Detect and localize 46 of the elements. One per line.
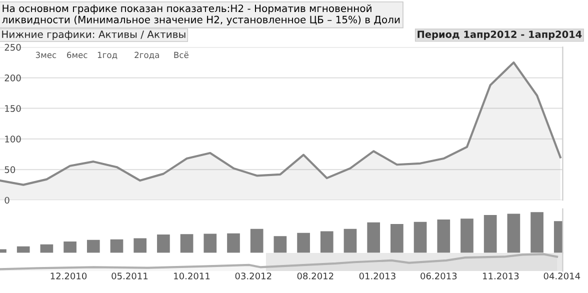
x-tick-label: 01.2013 bbox=[359, 272, 396, 280]
bar bbox=[204, 234, 217, 253]
x-tick-label: 12.2010 bbox=[50, 272, 87, 280]
chart-title: На основном графике показан показатель:H2 - Норматив мгновенной ликвидности (Минимальное значение Н2, установленное ЦБ – 15%) в Доли bbox=[2, 4, 400, 26]
bar bbox=[414, 222, 427, 253]
bar bbox=[110, 239, 124, 253]
y-tick-label: 50 bbox=[4, 166, 16, 174]
x-tick-label: 05.2011 bbox=[112, 272, 148, 280]
annotation: 1год bbox=[98, 52, 118, 60]
bar bbox=[134, 238, 147, 253]
y-tick-label: 200 bbox=[4, 74, 21, 82]
x-tick-label: 04.2014 bbox=[544, 272, 580, 280]
annotation: 2года bbox=[134, 52, 159, 60]
bar bbox=[64, 241, 76, 253]
x-tick-label: 08.2012 bbox=[297, 272, 334, 280]
bar bbox=[484, 215, 497, 253]
bar bbox=[227, 233, 240, 253]
y-tick-label: 0 bbox=[4, 196, 10, 204]
bar bbox=[157, 234, 170, 253]
annotation: Всё bbox=[174, 52, 188, 58]
bar bbox=[390, 224, 404, 253]
y-tick-label: 100 bbox=[5, 136, 21, 142]
text: Нижние графики: Активы / Активы bbox=[2, 30, 186, 40]
bar bbox=[530, 212, 544, 253]
bar bbox=[367, 222, 380, 253]
bar bbox=[507, 214, 520, 253]
bar bbox=[297, 232, 310, 253]
bar bbox=[250, 228, 264, 253]
bar bbox=[86, 240, 100, 253]
x-tick-label: 10.2011 bbox=[174, 272, 210, 280]
x-tick-label: 11.2013 bbox=[483, 272, 519, 280]
y-tick-label: 150 bbox=[5, 105, 21, 112]
x-tick-label: 06.2013 bbox=[420, 272, 457, 280]
bar bbox=[460, 218, 474, 253]
bar bbox=[180, 234, 194, 253]
annotation: 3мес bbox=[36, 52, 56, 58]
bar bbox=[40, 244, 54, 253]
bar bbox=[274, 236, 287, 253]
annotation: 6мес bbox=[67, 52, 88, 58]
bar bbox=[437, 219, 450, 253]
bar bbox=[344, 228, 357, 253]
x-tick-label: 03.2012 bbox=[235, 272, 272, 280]
text: Период 1апр2012 - 1апр2014 bbox=[418, 30, 582, 40]
bar bbox=[320, 231, 334, 253]
y-tick-label: 250 bbox=[4, 44, 21, 51]
bar bbox=[16, 246, 30, 253]
